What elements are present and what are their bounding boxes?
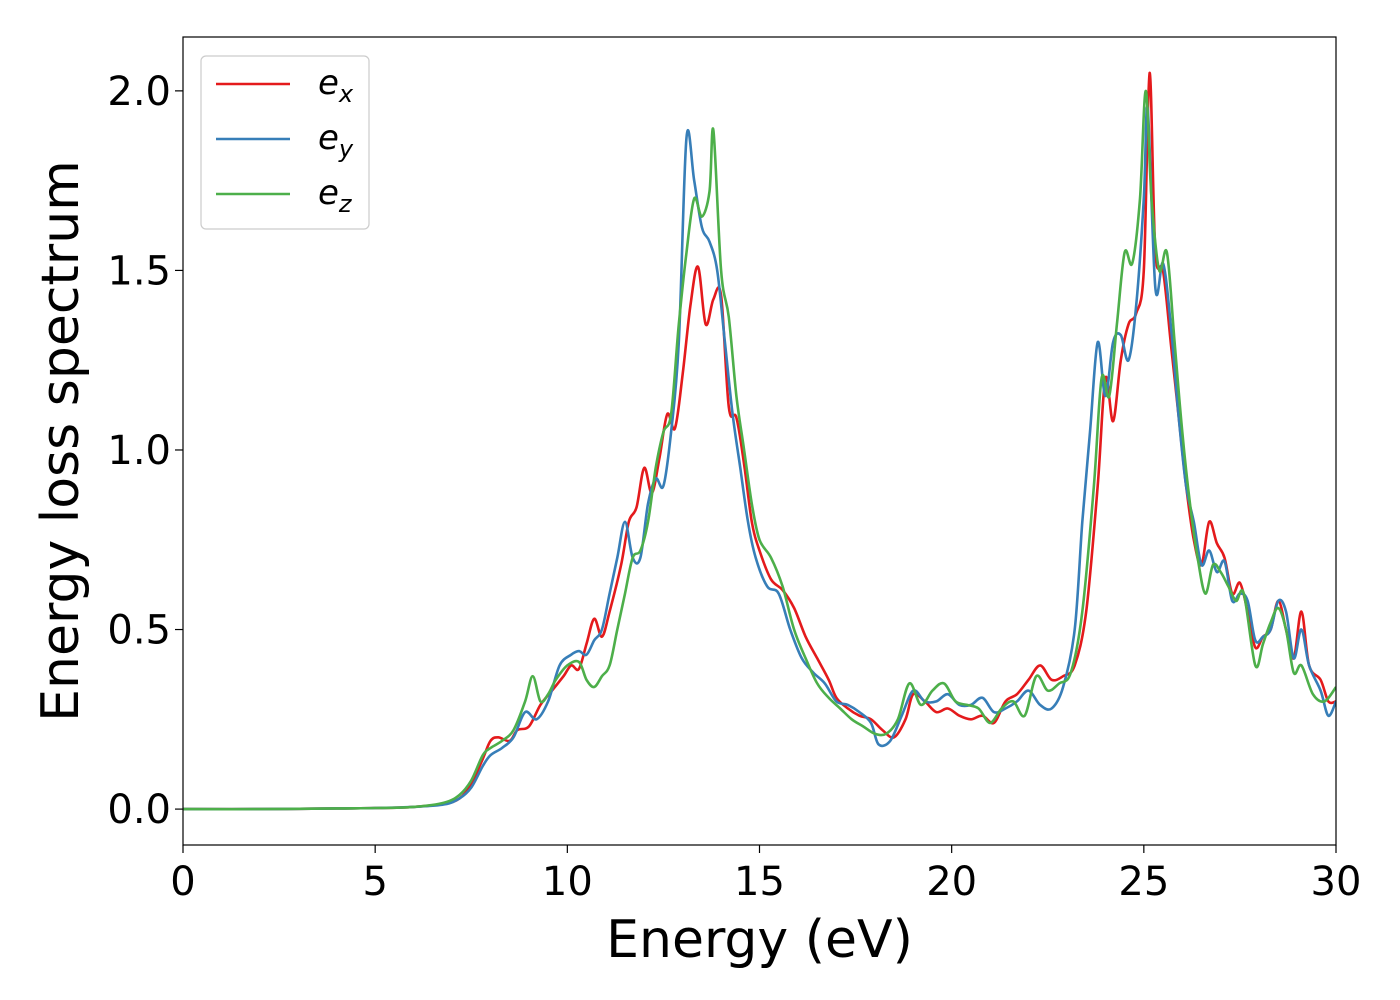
y-tick-label: 1.0	[107, 428, 171, 474]
x-tick-label: 10	[542, 859, 593, 905]
series-layer	[183, 71, 1336, 811]
legend-label-base: e	[318, 118, 339, 158]
axis-ticks: 0 5 10 15 20 25 30 0.0 0.5 1.0 1.5 2.0	[107, 69, 1361, 905]
legend-label-subscript: z	[338, 190, 353, 218]
legend-label-base: e	[318, 173, 339, 213]
y-tick-label: 1.5	[107, 248, 171, 294]
legend-label-subscript: y	[338, 135, 354, 163]
legend-label-base: e	[318, 63, 339, 103]
legend-label-y: ey	[318, 118, 354, 163]
x-tick-label: 0	[170, 859, 195, 905]
series-line-z	[183, 89, 1336, 811]
legend-label-x: ex	[318, 63, 354, 108]
x-tick-label: 30	[1311, 859, 1362, 905]
x-tick-label: 20	[926, 859, 977, 905]
x-tick-label: 5	[362, 859, 387, 905]
x-tick-label: 15	[734, 859, 785, 905]
legend-label-subscript: x	[338, 80, 354, 108]
legend-box	[200, 55, 370, 230]
x-tick-label: 25	[1118, 859, 1169, 905]
y-axis-title: Energy loss spectrum	[31, 160, 91, 722]
legend-label-z: ez	[318, 173, 353, 218]
x-axis-title: Energy (eV)	[606, 910, 913, 970]
series-line-y	[183, 105, 1336, 811]
plot-area-frame	[182, 36, 1337, 846]
y-tick-label: 2.0	[107, 69, 171, 115]
y-tick-label: 0.5	[107, 608, 171, 654]
y-tick-label: 0.0	[107, 787, 171, 833]
